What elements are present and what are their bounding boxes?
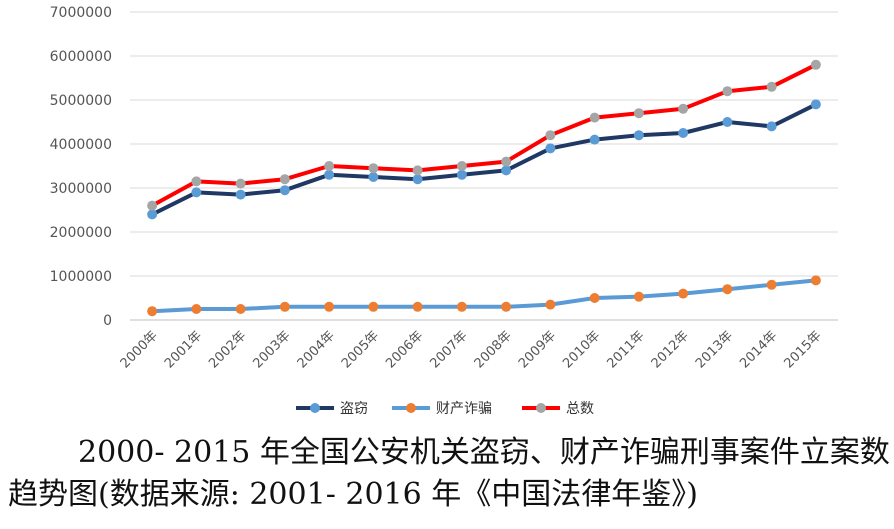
data-point xyxy=(722,117,733,127)
x-tick-label: 2007年 xyxy=(428,328,471,371)
data-point xyxy=(501,156,512,167)
data-point xyxy=(545,130,556,141)
data-point xyxy=(324,169,335,180)
data-point xyxy=(633,108,644,119)
series-line-0 xyxy=(150,102,818,217)
legend-label: 盗窃 xyxy=(340,401,368,417)
data-point xyxy=(279,301,290,312)
data-point xyxy=(235,304,246,314)
data-point xyxy=(501,165,512,176)
data-point xyxy=(678,103,689,114)
x-tick-label: 2008年 xyxy=(472,328,515,371)
x-tick-label: 2015年 xyxy=(782,328,825,371)
x-tick-label: 2003年 xyxy=(251,328,294,371)
data-point xyxy=(147,200,158,211)
data-point xyxy=(412,165,423,176)
data-point xyxy=(456,301,467,312)
data-point xyxy=(324,161,335,171)
grid-lines xyxy=(130,11,838,321)
data-point xyxy=(722,284,733,295)
data-point xyxy=(810,59,821,70)
x-tick-label: 2010年 xyxy=(560,328,603,371)
data-point xyxy=(766,121,777,132)
data-point xyxy=(147,209,158,220)
y-tick-label: 2000000 xyxy=(50,225,112,241)
data-point xyxy=(678,288,689,299)
data-point xyxy=(235,189,246,200)
data-point xyxy=(456,161,467,171)
data-point xyxy=(191,187,202,198)
legend-swatch-marker xyxy=(406,403,416,413)
x-tick-label: 2004年 xyxy=(295,328,338,371)
y-tick-label: 4000000 xyxy=(50,137,112,153)
data-point xyxy=(633,291,644,302)
y-tick-label: 3000000 xyxy=(50,181,112,197)
data-point xyxy=(589,134,600,145)
x-tick-label: 2013年 xyxy=(693,328,736,371)
y-axis-ticks: 0 1000000 2000000 3000000 4000000 5000000 6000… xyxy=(50,5,112,329)
x-tick-label: 2006年 xyxy=(383,328,426,371)
data-point xyxy=(279,185,290,196)
legend-label: 财产诈骗 xyxy=(436,401,492,417)
data-point xyxy=(678,128,689,138)
data-point xyxy=(722,86,733,97)
caption-line-1: 2000- 2015 年全国公安机关盗窃、财产诈骗刑事案件立案数 xyxy=(78,435,890,470)
data-point xyxy=(235,178,246,189)
data-point xyxy=(279,174,290,185)
data-point xyxy=(766,81,777,92)
data-point xyxy=(545,299,556,310)
data-point xyxy=(412,301,423,312)
series-line-2 xyxy=(150,62,818,208)
legend: 盗窃 财产诈骗 总数 xyxy=(296,401,594,417)
x-tick-label: 2011年 xyxy=(605,328,648,371)
data-point xyxy=(501,301,512,312)
y-tick-label: 6000000 xyxy=(50,49,112,65)
x-axis-ticks: 2000年 2001年 2002年 2003年 2004年 2005年 2006年 2007年… xyxy=(118,328,825,371)
data-point xyxy=(456,169,467,180)
line-chart: 0 1000000 2000000 3000000 4000000 5000000 6000… xyxy=(50,5,838,417)
data-point xyxy=(368,163,379,174)
y-tick-label: 7000000 xyxy=(50,5,112,21)
data-point xyxy=(368,301,379,312)
x-tick-label: 2001年 xyxy=(162,328,205,371)
legend-label: 总数 xyxy=(566,401,594,417)
x-tick-label: 2002年 xyxy=(206,328,249,371)
data-point xyxy=(412,174,423,185)
data-point xyxy=(324,301,335,312)
x-tick-label: 2014年 xyxy=(737,328,780,371)
x-tick-label: 2000年 xyxy=(118,328,161,371)
legend-swatch-marker xyxy=(536,403,546,413)
data-point xyxy=(545,143,556,154)
data-point xyxy=(766,279,777,290)
y-tick-label: 5000000 xyxy=(50,93,112,109)
legend-swatch-marker xyxy=(310,403,320,413)
data-point xyxy=(810,99,821,110)
data-point xyxy=(191,304,202,314)
series-line-1 xyxy=(150,278,818,314)
data-point xyxy=(589,112,600,123)
x-tick-label: 2009年 xyxy=(516,328,559,371)
data-point xyxy=(810,275,821,286)
data-point xyxy=(191,176,202,187)
x-tick-label: 2005年 xyxy=(339,328,382,371)
data-point xyxy=(368,172,379,182)
data-point xyxy=(589,293,600,303)
caption-line-2: 趋势图(数据来源: 2001- 2016 年《中国法律年鉴》) xyxy=(8,477,698,512)
x-tick-label: 2012年 xyxy=(649,328,692,371)
series-layer xyxy=(147,59,821,317)
data-point xyxy=(147,306,158,317)
data-point xyxy=(633,130,644,141)
y-tick-label: 1000000 xyxy=(50,269,112,285)
y-tick-label: 0 xyxy=(103,313,112,329)
